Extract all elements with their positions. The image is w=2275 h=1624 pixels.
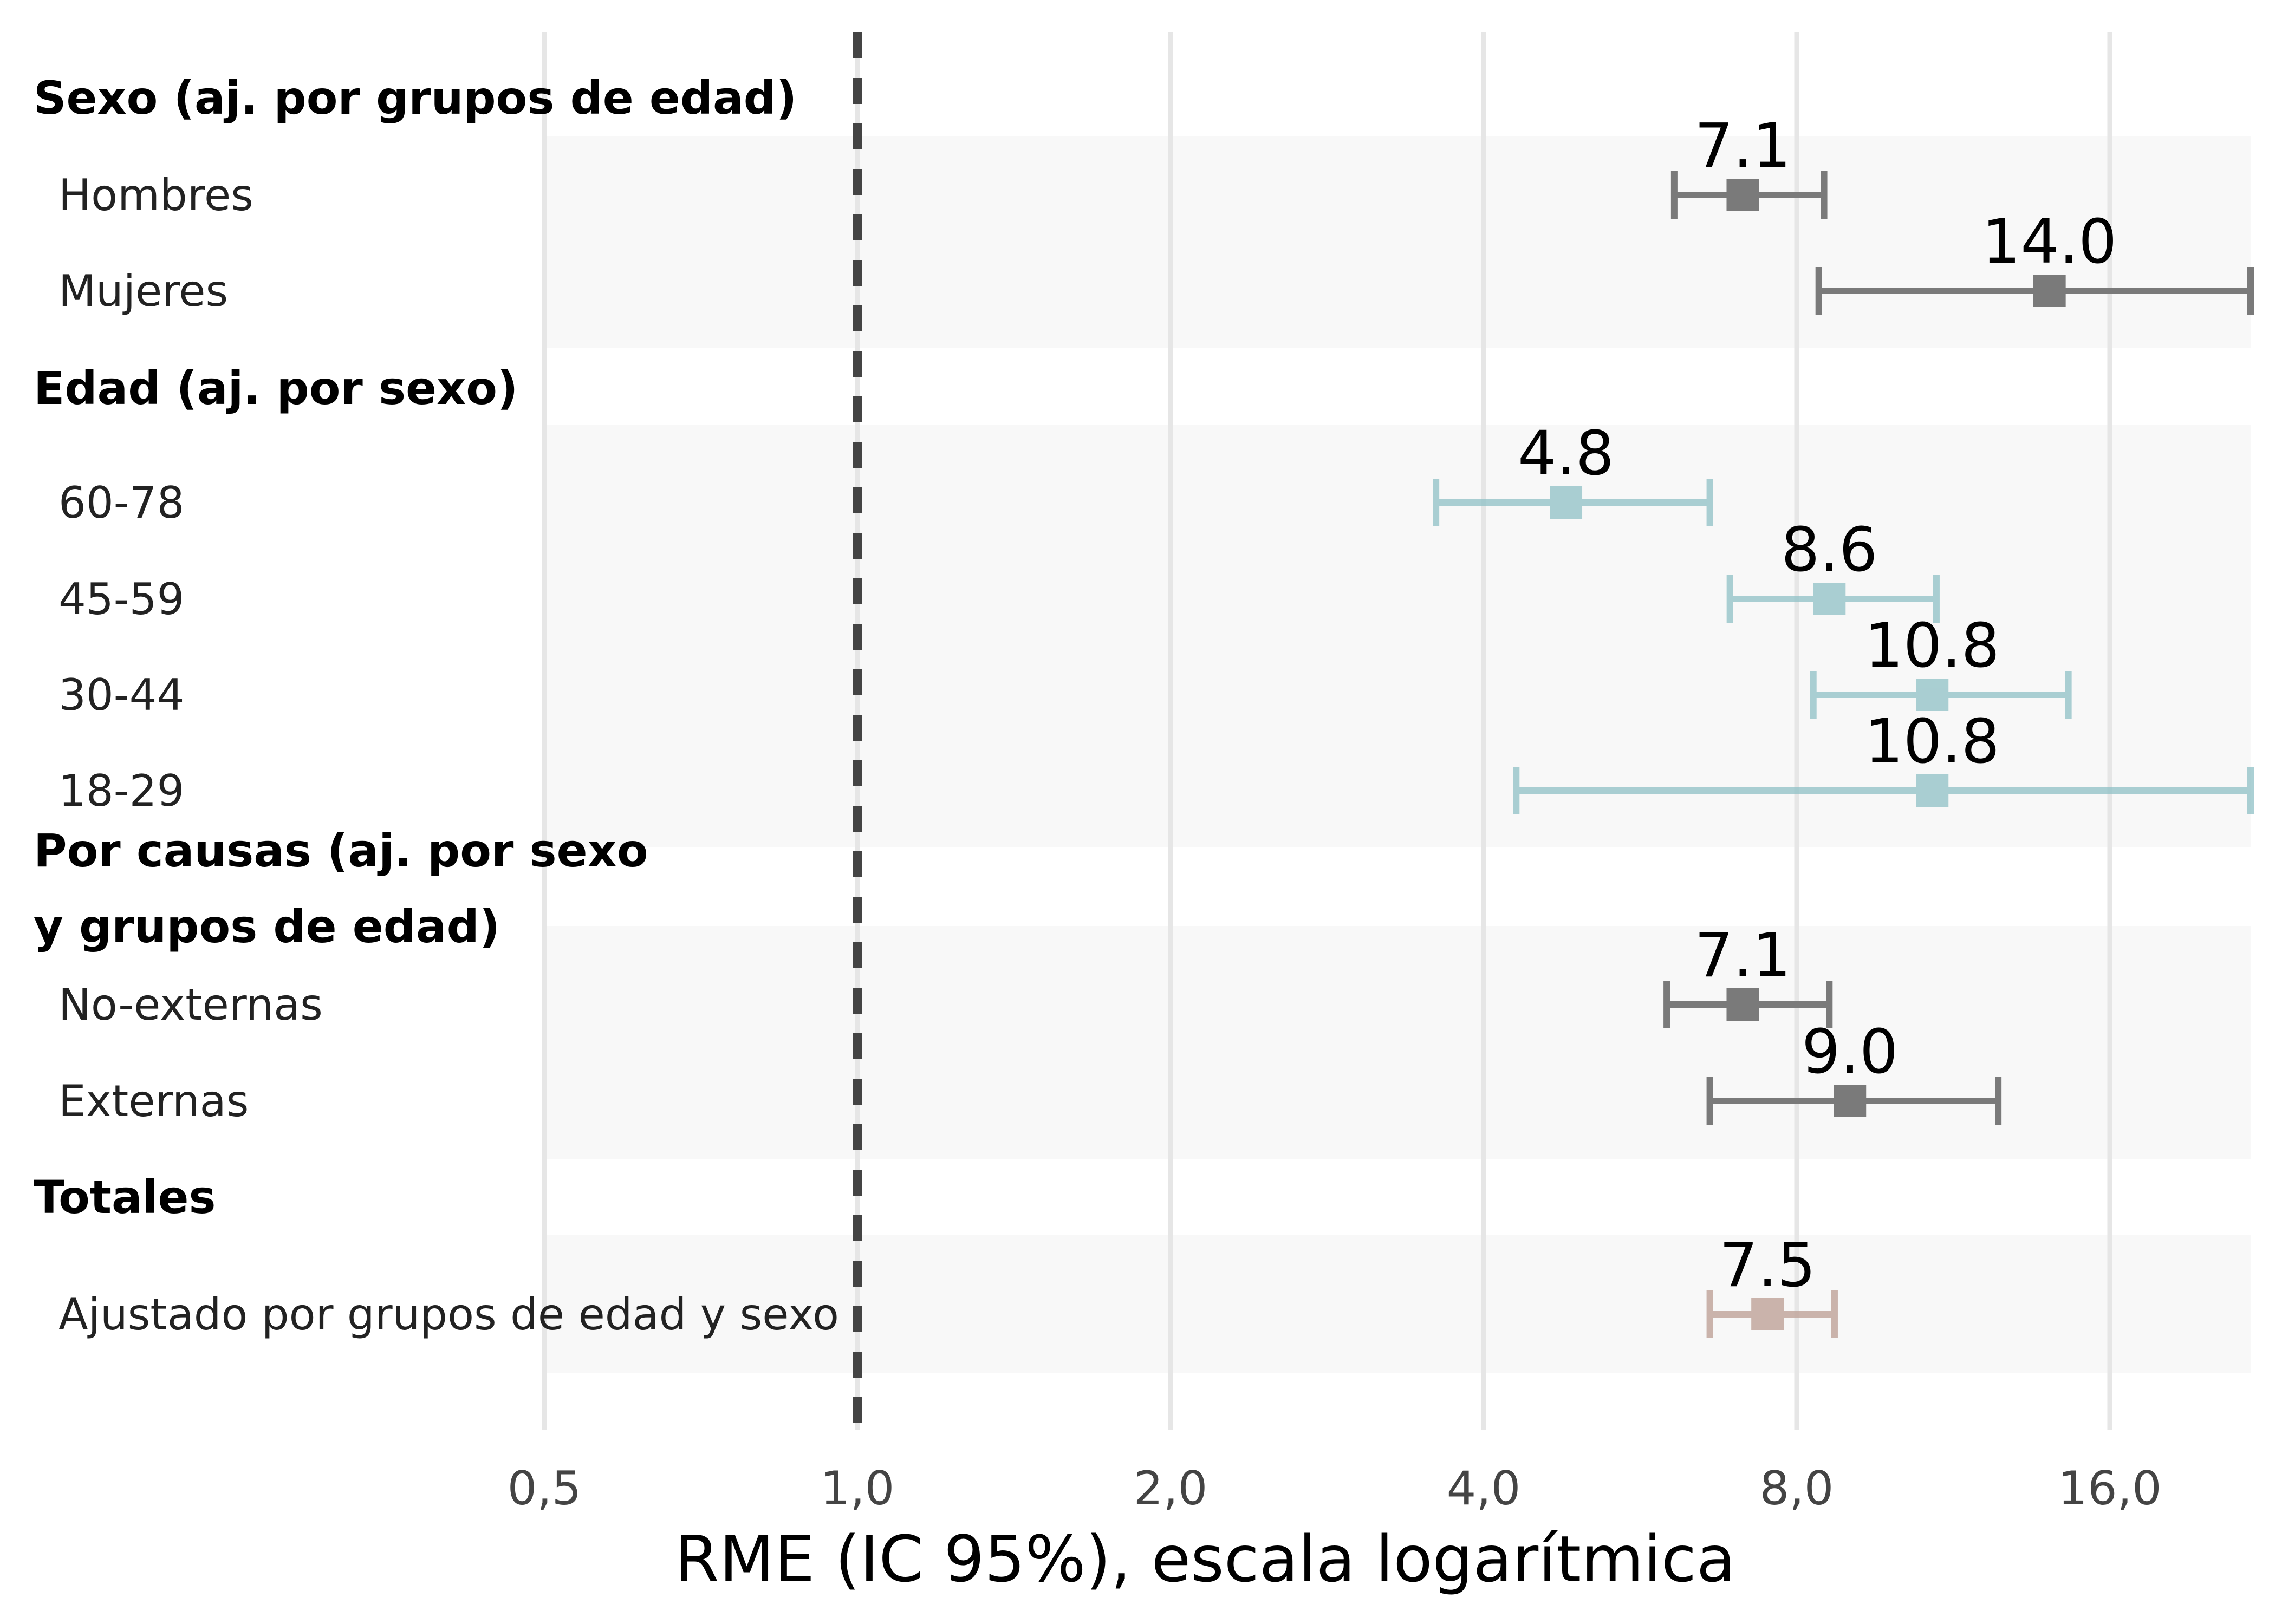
group-header-line2: y grupos de edad) bbox=[34, 900, 500, 953]
point-estimate bbox=[1726, 988, 1759, 1021]
group-bands bbox=[544, 136, 2251, 1373]
row-label: 18-29 bbox=[58, 766, 184, 816]
value-label: 10.8 bbox=[1865, 707, 2000, 777]
point-estimate bbox=[1813, 583, 1846, 615]
point-estimate bbox=[1751, 1298, 1784, 1330]
row-label: 60-78 bbox=[58, 478, 184, 528]
group-header: Sexo (aj. por grupos de edad) bbox=[34, 71, 797, 125]
row-label: Hombres bbox=[58, 170, 253, 220]
value-label: 14.0 bbox=[1982, 207, 2117, 277]
point-estimate bbox=[1834, 1085, 1867, 1117]
row-label: No-externas bbox=[58, 980, 323, 1030]
x-tick-label: 8,0 bbox=[1760, 1462, 1834, 1516]
x-axis-title: RME (IC 95%), escala logarítmica bbox=[675, 1522, 1735, 1596]
estimate-mark bbox=[1663, 981, 1833, 1028]
x-axis-ticks: 0,5 1,0 2,0 4,0 8,0 16,0 bbox=[508, 1462, 2162, 1516]
estimate-mark bbox=[1706, 1290, 1838, 1338]
value-label: 7.5 bbox=[1719, 1230, 1816, 1301]
x-tick-label: 4,0 bbox=[1447, 1462, 1521, 1516]
estimate-mark bbox=[1706, 1077, 2002, 1125]
estimate-mark bbox=[1810, 671, 2072, 719]
point-estimate bbox=[1550, 486, 1583, 519]
group-header: Edad (aj. por sexo) bbox=[34, 362, 518, 415]
x-tick-label: 1,0 bbox=[821, 1462, 895, 1516]
value-label: 4.8 bbox=[1518, 419, 1614, 489]
x-tick-label: 2,0 bbox=[1134, 1462, 1208, 1516]
point-estimate bbox=[1916, 774, 1949, 807]
x-tick-label: 16,0 bbox=[2058, 1462, 2161, 1516]
group-band bbox=[544, 136, 2251, 348]
row-label: Mujeres bbox=[58, 266, 228, 316]
group-band bbox=[544, 425, 2251, 847]
estimate-mark bbox=[1433, 479, 1713, 526]
value-label: 7.1 bbox=[1694, 921, 1791, 991]
row-label: Ajustado por grupos de edad y sexo bbox=[58, 1289, 839, 1340]
group-header: Por causas (aj. por sexo bbox=[34, 824, 648, 877]
estimate-mark bbox=[1513, 767, 2254, 814]
value-label: 9.0 bbox=[1802, 1017, 1898, 1087]
point-estimate bbox=[1916, 679, 1949, 711]
group-header: Totales bbox=[34, 1171, 216, 1224]
row-label: 45-59 bbox=[58, 574, 184, 624]
point-estimate bbox=[1726, 179, 1759, 211]
estimate-mark bbox=[1670, 171, 1828, 219]
row-label: Externas bbox=[58, 1076, 249, 1126]
x-tick-label: 0,5 bbox=[508, 1462, 582, 1516]
group-band bbox=[544, 926, 2251, 1159]
row-label: 30-44 bbox=[58, 670, 184, 720]
value-label: 7.1 bbox=[1694, 111, 1791, 181]
group-band bbox=[544, 1235, 2251, 1373]
point-estimate bbox=[2033, 275, 2066, 307]
estimate-mark bbox=[1726, 575, 1940, 623]
value-label: 10.8 bbox=[1865, 611, 2000, 681]
value-label: 8.6 bbox=[1781, 515, 1877, 585]
row-labels: Sexo (aj. por grupos de edad) Hombres Muje… bbox=[34, 71, 839, 1340]
estimate-mark bbox=[1815, 267, 2254, 315]
estimates: 7.114.04.88.610.810.87.19.07.5 bbox=[1433, 111, 2254, 1338]
